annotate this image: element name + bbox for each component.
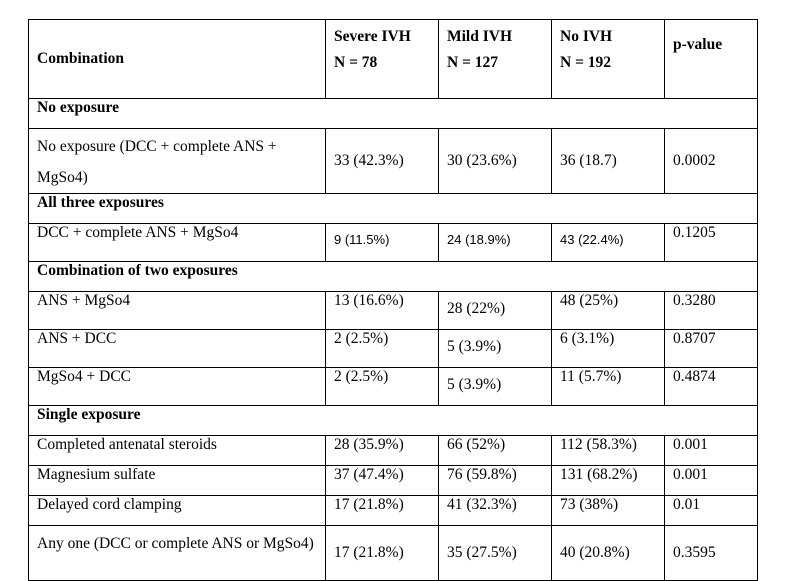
table-row: Magnesium sulfate 37 (47.4%) 76 (59.8%) … <box>28 465 758 496</box>
section-row: No exposure <box>28 98 758 129</box>
cell-mild: 28 (22%) <box>438 291 552 330</box>
table-row: Delayed cord clamping 17 (21.8%) 41 (32.… <box>28 495 758 526</box>
cell-mild: 5 (3.9%) <box>438 329 552 368</box>
cell-mild: 5 (3.9%) <box>438 367 552 406</box>
cell-pvalue: 0.8707 <box>664 329 758 368</box>
section-row: Single exposure <box>28 405 758 436</box>
cell-severe: 9 (11.5%) <box>325 223 439 262</box>
cell-none: 48 (25%) <box>551 291 665 330</box>
cell-severe: 17 (21.8%) <box>325 495 439 526</box>
section-row: All three exposures <box>28 193 758 224</box>
row-label: MgSo4 + DCC <box>28 367 326 406</box>
cell-none: 73 (38%) <box>551 495 665 526</box>
header-row: Combination Severe IVH N = 78 Mild IVH N =… <box>28 19 758 99</box>
table-row: ANS + DCC 2 (2.5%) 5 (3.9%) 6 (3.1%) 0.8… <box>28 329 758 368</box>
cell-mild: 76 (59.8%) <box>438 465 552 496</box>
cell-mild: 41 (32.3%) <box>438 495 552 526</box>
table-row: ANS + MgSo4 13 (16.6%) 28 (22%) 48 (25%)… <box>28 291 758 330</box>
cell-pvalue: 0.01 <box>664 495 758 526</box>
cell-pvalue: 0.1205 <box>664 223 758 262</box>
section-two: Combination of two exposures <box>28 261 758 292</box>
cell-mild: 30 (23.6%) <box>438 128 552 194</box>
row-label: ANS + DCC <box>28 329 326 368</box>
row-label: Any one (DCC or complete ANS or MgSo4) <box>28 525 326 581</box>
section-no-exposure: No exposure <box>28 98 758 129</box>
cell-pvalue: 0.3280 <box>664 291 758 330</box>
section-all-three: All three exposures <box>28 193 758 224</box>
cell-pvalue: 0.0002 <box>664 128 758 194</box>
row-label: DCC + complete ANS + MgSo4 <box>28 223 326 262</box>
table-row: MgSo4 + DCC 2 (2.5%) 5 (3.9%) 11 (5.7%) … <box>28 367 758 406</box>
cell-severe: 17 (21.8%) <box>325 525 439 581</box>
header-severe: Severe IVH N = 78 <box>325 19 439 99</box>
cell-none: 36 (18.7) <box>551 128 665 194</box>
table-row: No exposure (DCC + complete ANS + MgSo4)… <box>28 128 758 194</box>
cell-none: 40 (20.8%) <box>551 525 665 581</box>
cell-mild: 24 (18.9%) <box>438 223 552 262</box>
data-table: Combination Severe IVH N = 78 Mild IVH N =… <box>28 19 758 581</box>
cell-severe: 33 (42.3%) <box>325 128 439 194</box>
cell-pvalue: 0.001 <box>664 435 758 466</box>
cell-severe: 37 (47.4%) <box>325 465 439 496</box>
header-pvalue: p-value <box>664 19 758 99</box>
row-label: ANS + MgSo4 <box>28 291 326 330</box>
cell-mild: 35 (27.5%) <box>438 525 552 581</box>
header-combination: Combination <box>28 19 326 99</box>
cell-pvalue: 0.3595 <box>664 525 758 581</box>
cell-pvalue: 0.4874 <box>664 367 758 406</box>
cell-none: 131 (68.2%) <box>551 465 665 496</box>
cell-none: 11 (5.7%) <box>551 367 665 406</box>
section-single: Single exposure <box>28 405 758 436</box>
section-row: Combination of two exposures <box>28 261 758 292</box>
cell-none: 112 (58.3%) <box>551 435 665 466</box>
cell-none: 6 (3.1%) <box>551 329 665 368</box>
cell-severe: 2 (2.5%) <box>325 329 439 368</box>
cell-pvalue: 0.001 <box>664 465 758 496</box>
cell-severe: 13 (16.6%) <box>325 291 439 330</box>
cell-severe: 2 (2.5%) <box>325 367 439 406</box>
table-row: Completed antenatal steroids 28 (35.9%) … <box>28 435 758 466</box>
table-row: Any one (DCC or complete ANS or MgSo4) 1… <box>28 525 758 581</box>
table-row: DCC + complete ANS + MgSo4 9 (11.5%) 24 … <box>28 223 758 262</box>
cell-mild: 66 (52%) <box>438 435 552 466</box>
row-label: Completed antenatal steroids <box>28 435 326 466</box>
header-mild: Mild IVH N = 127 <box>438 19 552 99</box>
cell-none: 43 (22.4%) <box>551 223 665 262</box>
header-none: No IVH N = 192 <box>551 19 665 99</box>
row-label: No exposure (DCC + complete ANS + MgSo4) <box>28 128 326 194</box>
row-label: Delayed cord clamping <box>28 495 326 526</box>
cell-severe: 28 (35.9%) <box>325 435 439 466</box>
row-label: Magnesium sulfate <box>28 465 326 496</box>
